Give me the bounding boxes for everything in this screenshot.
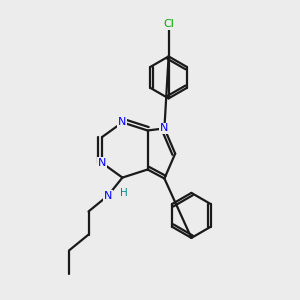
Text: N: N xyxy=(118,117,127,128)
Text: H: H xyxy=(120,188,128,198)
Text: N: N xyxy=(104,190,112,201)
Text: N: N xyxy=(160,123,169,134)
Text: N: N xyxy=(98,158,106,168)
Text: Cl: Cl xyxy=(163,19,174,29)
